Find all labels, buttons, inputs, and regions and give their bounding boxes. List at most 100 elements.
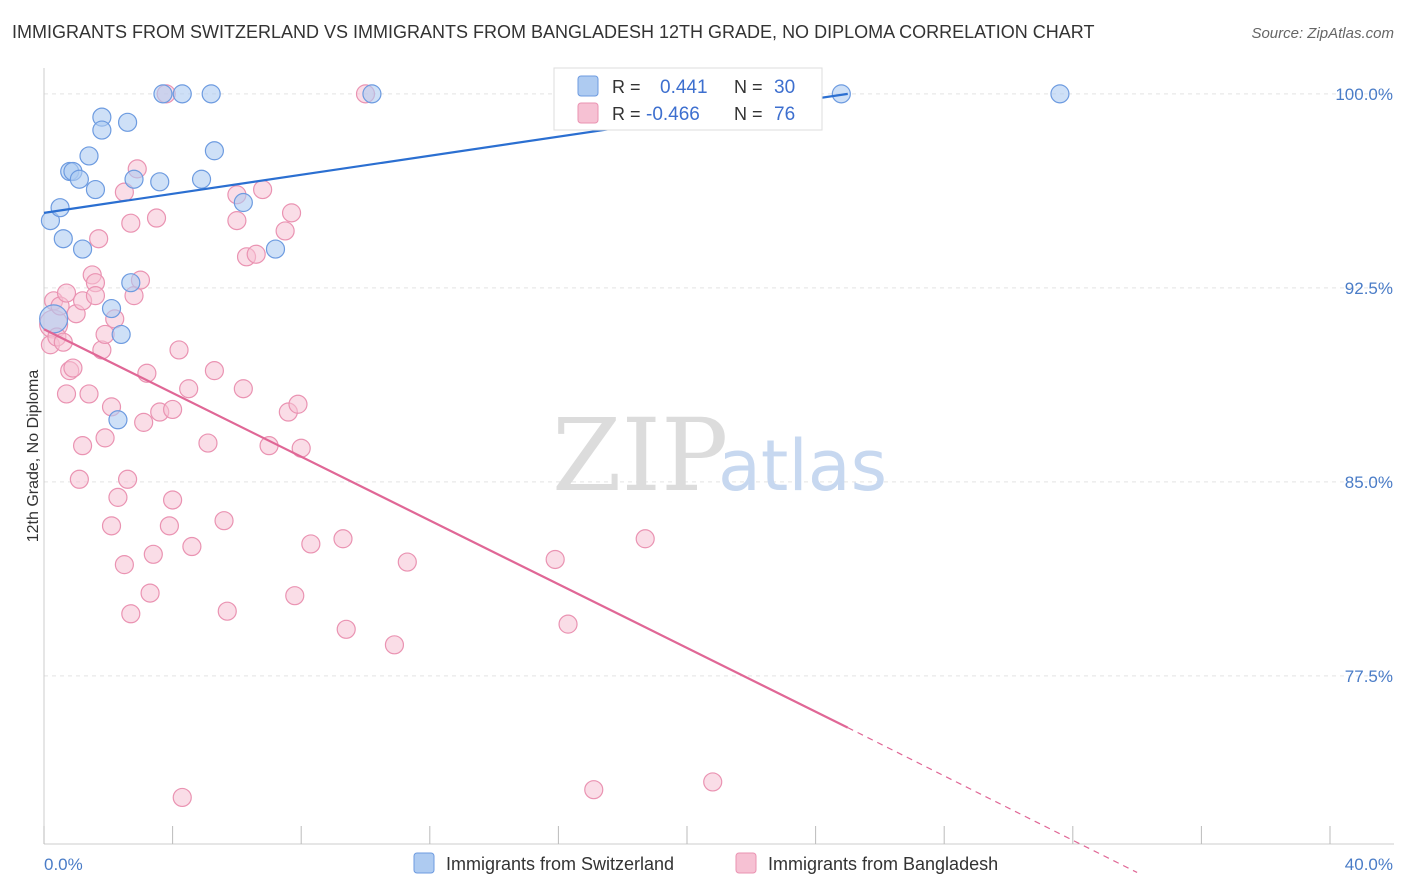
- switzerland-point-16: [121, 273, 141, 293]
- bangladesh-n-value: 76: [774, 104, 795, 125]
- bangladesh-point-48: [198, 433, 218, 453]
- bangladesh-point-56: [246, 244, 266, 264]
- bangladesh-point-61: [281, 203, 302, 223]
- axis-layer: [43, 68, 1394, 845]
- bangladesh-point-65: [301, 534, 321, 554]
- bangladesh-trend-line: [43, 328, 849, 729]
- bangladesh-n-label: N =: [734, 104, 763, 124]
- bangladesh-point-73: [584, 780, 604, 800]
- watermark: ZIP atlas: [552, 397, 887, 514]
- bangladesh-point-20: [95, 428, 115, 448]
- bangladesh-point-25: [108, 487, 128, 507]
- bangladesh-point-11: [69, 469, 89, 489]
- bangladesh-point-71: [545, 549, 565, 570]
- bangladesh-point-57: [253, 179, 273, 200]
- switzerland-r-value: 0.441: [660, 77, 708, 98]
- chart-source: Source: ZipAtlas.com: [1251, 25, 1394, 42]
- bangladesh-point-53: [227, 211, 247, 231]
- bangladesh-point-29: [121, 213, 141, 233]
- y-axis-label: 12th Grade, No Diploma: [25, 370, 42, 543]
- bangladesh-trend-extension: [847, 727, 1138, 873]
- bangladesh-point-14: [79, 384, 99, 404]
- y-tick-label-1: 92.5%: [1345, 279, 1393, 298]
- bangladesh-point-28: [117, 469, 138, 489]
- bangladesh-point-18: [89, 229, 109, 249]
- bangladesh-point-67: [336, 619, 356, 639]
- legend-bangladesh-label: Immigrants from Bangladesh: [768, 854, 998, 874]
- bangladesh-point-44: [169, 340, 189, 360]
- bangladesh-point-22: [101, 516, 122, 536]
- switzerland-point-11: [92, 120, 112, 140]
- bangladesh-point-72: [558, 614, 578, 634]
- switzerland-swatch: [577, 75, 599, 97]
- switzerland-point-2: [50, 198, 70, 218]
- stats-legend-box: [553, 67, 823, 131]
- bangladesh-point-51: [217, 601, 237, 621]
- switzerland-n-label: N =: [734, 77, 763, 97]
- switzerland-point-14: [108, 410, 128, 430]
- switzerland-point-12: [117, 112, 138, 132]
- bangladesh-point-6: [56, 283, 77, 303]
- bangladesh-point-46: [179, 379, 199, 399]
- switzerland-point-21: [191, 169, 212, 189]
- switzerland-point-22: [201, 84, 221, 104]
- switzerland-point-3: [53, 229, 73, 249]
- switzerland-n-value: 30: [774, 77, 795, 98]
- bangladesh-point-69: [384, 635, 405, 655]
- bangladesh-point-19: [92, 340, 112, 360]
- bangladesh-point-17: [85, 286, 106, 306]
- bangladesh-point-7: [56, 384, 77, 404]
- switzerland-point-18: [150, 172, 170, 192]
- x-tick-label-1: 40.0%: [1345, 855, 1393, 874]
- bangladesh-r-value: -0.466: [646, 104, 700, 125]
- switzerland-r-label: R =: [612, 77, 641, 97]
- legend-bangladesh-swatch: [735, 852, 757, 874]
- bangladesh-point-30: [121, 604, 141, 624]
- bangladesh-point-9: [63, 358, 83, 378]
- legend-switzerland-swatch: [413, 852, 435, 874]
- stats-legend: R = 0.441 N = 30 R = -0.466 N = 76: [553, 67, 823, 131]
- switzerland-point-20: [172, 84, 192, 104]
- bangladesh-point-54: [233, 379, 253, 399]
- bangladesh-point-36: [140, 583, 160, 603]
- bangladesh-point-42: [163, 399, 183, 420]
- bangladesh-point-13: [72, 436, 93, 456]
- y-tick-label-2: 85.0%: [1345, 473, 1393, 492]
- bangladesh-point-59: [275, 221, 295, 241]
- tick-layer: 100.0% 92.5% 85.0% 77.5% 0.0% 40.0%: [43, 85, 1393, 874]
- series-bangladesh-points: [39, 84, 723, 808]
- switzerland-point-7: [72, 239, 93, 259]
- bottom-legend: Immigrants from Switzerland Immigrants f…: [413, 852, 998, 874]
- bangladesh-point-37: [143, 544, 163, 564]
- bangladesh-point-70: [397, 552, 417, 572]
- bangladesh-swatch: [577, 102, 599, 124]
- legend-switzerland-label: Immigrants from Switzerland: [446, 854, 674, 874]
- bangladesh-point-62: [285, 586, 305, 606]
- bangladesh-point-75: [703, 772, 723, 792]
- bangladesh-point-47: [182, 536, 202, 557]
- bangladesh-point-66: [333, 529, 353, 549]
- switzerland-point-19: [153, 84, 173, 104]
- y-tick-label-0: 100.0%: [1335, 85, 1393, 104]
- bangladesh-point-43: [163, 490, 183, 510]
- bangladesh-point-41: [159, 516, 179, 536]
- bangladesh-point-21: [95, 324, 115, 345]
- switzerland-point-13: [101, 298, 122, 319]
- bangladesh-point-58: [259, 436, 279, 456]
- switzerland-point-6: [69, 169, 89, 189]
- bangladesh-r-label: R =: [612, 104, 641, 124]
- bangladesh-point-74: [635, 529, 655, 549]
- switzerland-point-24: [233, 192, 253, 213]
- switzerland-point-23: [204, 141, 224, 161]
- switzerland-point-8: [79, 146, 99, 166]
- switzerland-point-15: [111, 324, 131, 345]
- switzerland-point-26: [362, 84, 382, 104]
- chart-title: IMMIGRANTS FROM SWITZERLAND VS IMMIGRANT…: [12, 22, 1095, 42]
- x-tick-label-0: 0.0%: [44, 855, 83, 874]
- y-tick-label-3: 77.5%: [1345, 667, 1393, 686]
- switzerland-point-17: [124, 169, 144, 189]
- watermark-atlas: atlas: [718, 425, 887, 507]
- switzerland-point-25: [265, 239, 286, 259]
- watermark-zip: ZIP: [552, 397, 728, 514]
